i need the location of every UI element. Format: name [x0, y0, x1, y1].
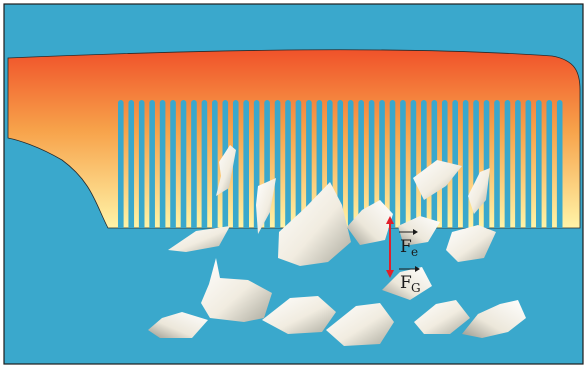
comb-tooth-gap: [421, 100, 427, 228]
gravity-force-subscript: G: [411, 281, 421, 295]
comb-tooth-gap: [379, 100, 385, 228]
paper-scrap: [382, 267, 432, 300]
comb-tooth-gap: [525, 100, 532, 228]
paper-scrap: [413, 160, 462, 200]
comb-tooth-gap: [285, 100, 291, 228]
paper-scrap: [148, 312, 208, 338]
comb-tooth-gap: [191, 100, 197, 228]
comb-tooth-gap: [118, 100, 124, 228]
comb-tooth-gap: [138, 100, 145, 228]
comb-tooth-gap: [149, 100, 155, 228]
comb-tooth-gap: [368, 100, 375, 228]
comb-tooth-gap: [556, 100, 563, 228]
comb-tooth-gap: [170, 100, 176, 228]
paper-scrap: [262, 296, 336, 334]
comb-tooth-gap: [243, 100, 249, 228]
comb-tooth-gap: [400, 100, 406, 228]
paper-scrap: [468, 168, 490, 214]
comb-tooth-gap: [410, 100, 417, 228]
comb-tooth-gap: [212, 100, 218, 228]
comb-tooth-gap: [347, 100, 354, 228]
electric-force-subscript: e: [411, 245, 418, 259]
comb-tooth-gap: [494, 100, 500, 228]
paper-scrap: [326, 303, 394, 346]
paper-scrap: [446, 225, 496, 262]
comb-tooth-gap: [295, 100, 302, 228]
comb-tooth-gap: [536, 100, 542, 228]
vector-arrowhead: [415, 266, 420, 272]
comb-tooth-gap: [232, 100, 239, 228]
comb-tooth-gap: [201, 100, 208, 228]
paper-scrap: [256, 178, 276, 234]
paper-scrap: [347, 200, 393, 245]
comb-tooth-gap: [546, 100, 553, 228]
paper-scrap-icon: [148, 145, 526, 346]
paper-scrap: [216, 145, 236, 196]
paper-scrap: [414, 300, 470, 334]
comb-tooth-gap: [128, 100, 135, 228]
gravity-force-symbol: F: [400, 273, 412, 293]
comb-tooth-gap: [306, 100, 312, 228]
paper-scrap: [398, 216, 440, 246]
comb-tooth-gap: [180, 100, 187, 228]
comb-tooth-gap: [159, 100, 166, 228]
paper-scrap: [168, 226, 230, 252]
electric-force-symbol: F: [400, 237, 412, 257]
comb-tooth-gap: [462, 100, 469, 228]
comb-tooth-gap: [389, 100, 396, 228]
electric-force-label: F e: [399, 229, 418, 259]
vector-arrowhead: [413, 229, 418, 235]
comb-tooth-gap: [358, 100, 364, 228]
comb-tooth-gap: [504, 100, 511, 228]
paper-scrap: [462, 300, 526, 338]
paper-scrap: [201, 258, 272, 322]
paper-scrap: [278, 182, 351, 266]
comb-tooth-gap: [274, 100, 281, 228]
comb-tooth-gap: [515, 100, 521, 228]
gravity-force-label: F G: [399, 266, 421, 295]
comb-tooth-gap: [483, 100, 490, 228]
comb-teeth: [118, 100, 563, 228]
